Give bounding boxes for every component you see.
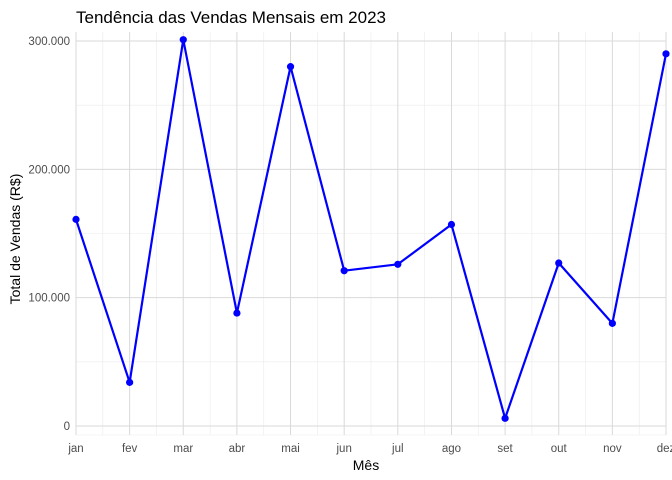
x-tick-label: ago — [442, 443, 461, 455]
data-point — [340, 267, 348, 275]
data-point — [447, 220, 456, 229]
y-axis-tick-labels: 0 100.000 200.000 300.000 — [28, 36, 70, 433]
data-point — [394, 260, 402, 268]
x-tick-label: mar — [173, 443, 193, 455]
y-tick-label: 200.000 — [28, 164, 70, 176]
data-point — [286, 63, 295, 71]
minor-gridlines — [76, 32, 666, 436]
data-point — [72, 215, 80, 223]
data-point — [501, 414, 509, 422]
x-tick-label: abr — [229, 443, 246, 455]
data-point — [126, 378, 134, 386]
x-tick-label: mai — [281, 443, 300, 455]
y-tick-label: 100.000 — [28, 293, 70, 305]
x-tick-label: nov — [603, 443, 622, 455]
data-point — [608, 319, 616, 327]
x-tick-label: set — [497, 443, 513, 455]
x-axis-title: Mês — [353, 457, 379, 473]
x-tick-label: fev — [122, 443, 138, 455]
x-tick-label: jan — [67, 443, 83, 455]
data-point — [233, 309, 241, 317]
data-point — [555, 259, 563, 267]
x-tick-label: jul — [391, 443, 404, 455]
chart-title: Tendência das Vendas Mensais em 2023 — [76, 8, 386, 27]
series-line — [74, 38, 668, 420]
x-axis-tick-labels: jan fev mar abr mai jun jul ago set out nov dez — [67, 443, 672, 455]
x-tick-label: dez — [657, 443, 672, 455]
series-layer — [72, 36, 670, 422]
data-point — [179, 36, 187, 44]
x-tick-label: out — [551, 443, 568, 455]
y-axis-title: Total de Vendas (R$) — [7, 174, 23, 305]
y-tick-label: 0 — [64, 421, 70, 433]
data-point — [662, 50, 670, 58]
major-gridlines — [75, 32, 667, 435]
x-tick-label: jun — [336, 443, 352, 455]
y-tick-label: 300.000 — [28, 36, 70, 48]
